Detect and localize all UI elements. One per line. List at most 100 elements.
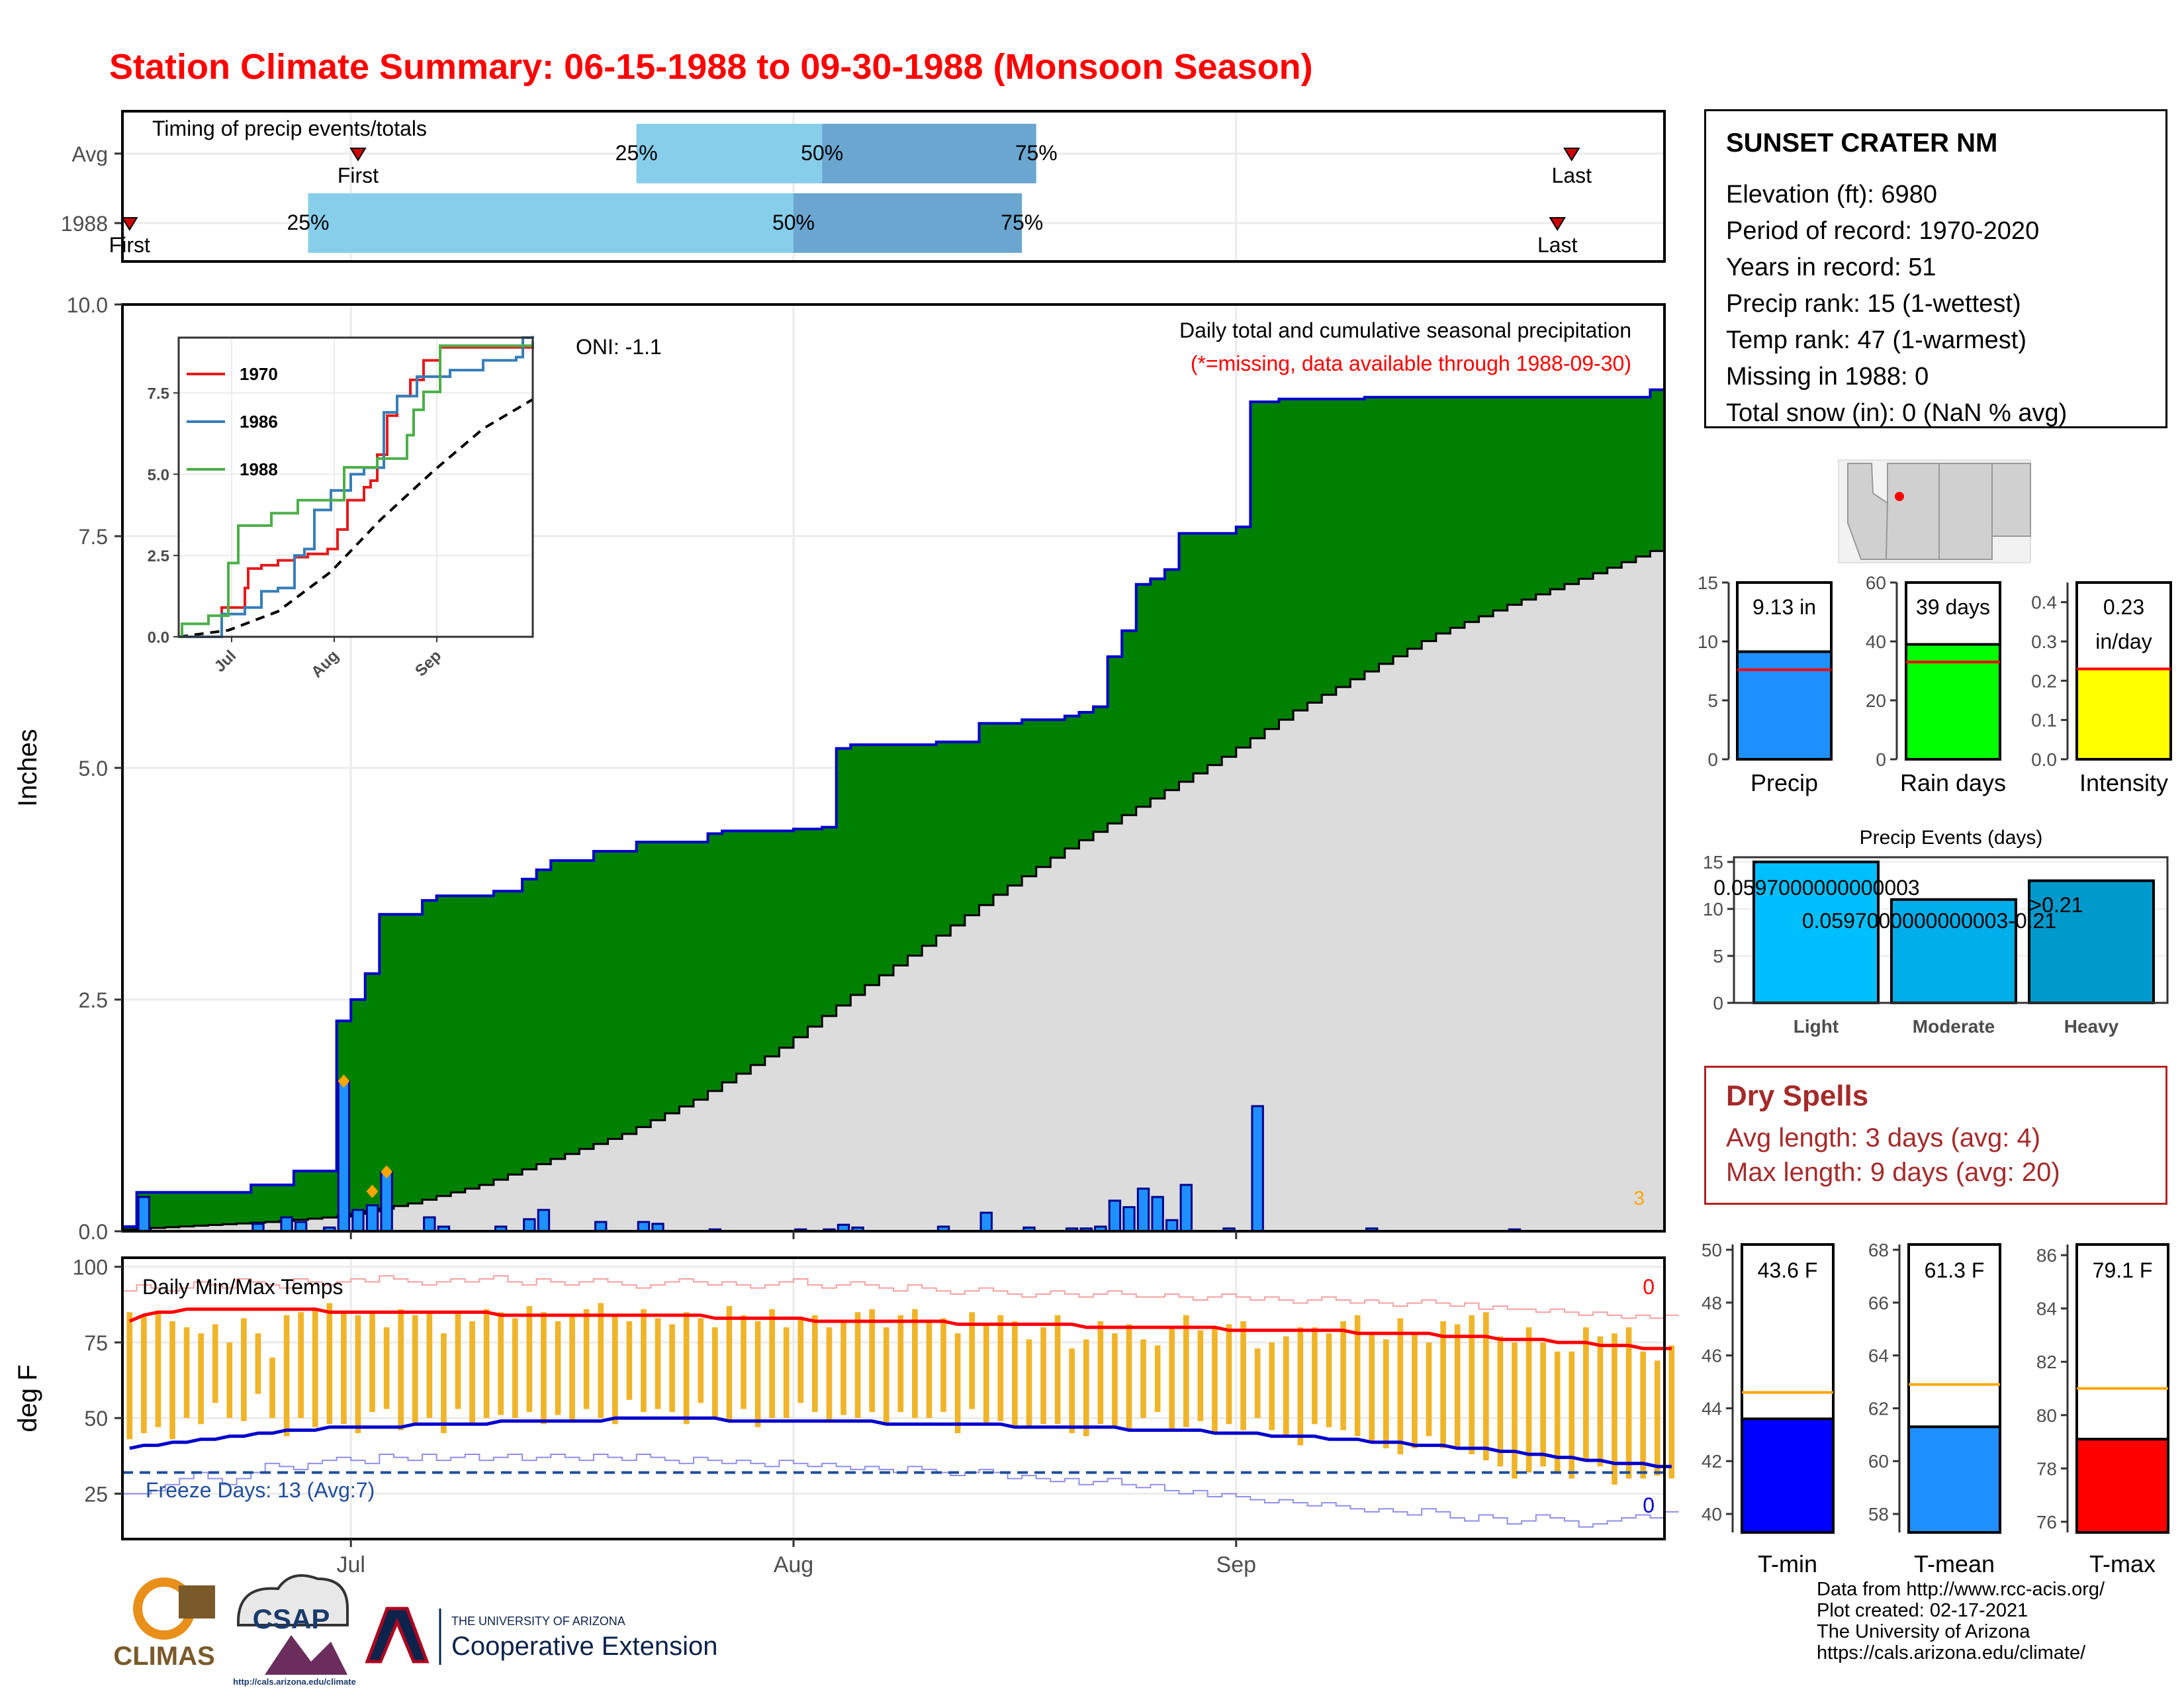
- temperature-panel: 25 50 75 100 Jul Aug Sep deg F Daily Min/Max Tem…: [13, 1256, 1679, 1577]
- climas-logo-block: [179, 1585, 215, 1618]
- temp-range-bar: [183, 1327, 190, 1419]
- temp-range-bar: [1426, 1342, 1432, 1436]
- temp-range-bar: [455, 1312, 461, 1409]
- temp-range-bar: [141, 1315, 147, 1434]
- temp-range-bar: [383, 1327, 390, 1409]
- y-tick-label: 0.0: [79, 1220, 108, 1244]
- temp-range-bar: [1512, 1342, 1518, 1479]
- summary-value-label: 61.3 F: [1925, 1258, 1985, 1282]
- temp-range-bar: [1083, 1339, 1089, 1436]
- station-elevation: Elevation (ft): 6980: [1726, 181, 1937, 209]
- summary-y-tick: 60: [1866, 573, 1886, 593]
- temp-range-bar: [1525, 1327, 1532, 1473]
- temp-range-bar: [769, 1309, 775, 1419]
- temp-range-bar: [826, 1327, 833, 1421]
- record-min-line: [122, 1454, 1679, 1528]
- temp-range-bar: [441, 1333, 447, 1434]
- summary-value-label: 9.13 in: [1752, 595, 1816, 619]
- quartile-label: 50%: [801, 141, 843, 165]
- temp-range-bar: [598, 1303, 604, 1419]
- summary-y-tick: 46: [1702, 1346, 1722, 1366]
- state-shape: [1885, 463, 1940, 560]
- x-tick-label: Aug: [774, 1552, 814, 1577]
- temp-range-bar: [1569, 1351, 1575, 1479]
- freeze-days-label: Freeze Days: 13 (Avg:7): [146, 1478, 375, 1502]
- chart-title: Daily total and cumulative seasonal prec…: [1179, 318, 1631, 342]
- temp-range-bar: [312, 1309, 318, 1427]
- temp-range-bar: [498, 1312, 504, 1415]
- inset-series-line: [179, 336, 534, 638]
- summary-panel-label: Precip: [1751, 769, 1818, 796]
- daily-precip-bar: [979, 1211, 993, 1233]
- temp-range-bar: [412, 1315, 418, 1425]
- events-frame: [1733, 856, 2169, 1004]
- events-annotation: 0.0597000000000003: [1713, 876, 1919, 900]
- daily-precip-bar: [1165, 1219, 1179, 1233]
- temp-range-bar: [1040, 1327, 1046, 1425]
- summary-value-label: in/day: [2095, 630, 2152, 653]
- summary-y-tick: 0.2: [2031, 671, 2057, 691]
- temp-range-bar: [341, 1312, 347, 1425]
- daily-precip-bar: [594, 1221, 608, 1233]
- temp-range-bar: [1640, 1351, 1646, 1479]
- inset-series-line: [179, 344, 534, 638]
- corner-label: 3: [1633, 1188, 1645, 1209]
- temp-range-bar: [555, 1321, 561, 1415]
- temp-range-bar: [1026, 1339, 1032, 1427]
- temp-range-bar: [569, 1315, 575, 1421]
- avg-max-line: [128, 1307, 1672, 1350]
- temp-range-bar: [283, 1315, 290, 1436]
- inset-series-line: [179, 341, 534, 638]
- events-annotation: >0.21: [2030, 893, 2083, 917]
- temp-range-bar: [1397, 1318, 1404, 1455]
- temp-range-bar: [754, 1321, 761, 1427]
- csap-cloud-icon: [237, 1574, 349, 1626]
- csap-url-text: http://cals.arizona.edu/climate: [233, 1677, 356, 1687]
- summary-y-tick: 66: [1868, 1293, 1889, 1313]
- station-precip-rank: Precip rank: 15 (1-wettest): [1726, 290, 2021, 318]
- summary-y-tick: 78: [2036, 1458, 2057, 1479]
- legend-label: 1988: [240, 459, 278, 479]
- daily-precip-bar: [637, 1221, 651, 1233]
- daily-precip-bar: [280, 1216, 293, 1233]
- temp-range-bar: [1169, 1327, 1175, 1430]
- temp-range-bar: [1269, 1342, 1275, 1430]
- timing-row-label: Avg: [71, 142, 108, 166]
- footer-line: The University of Arizona: [1817, 1621, 2030, 1642]
- quartile-label: 50%: [772, 211, 815, 234]
- temp-range-bar: [483, 1309, 490, 1419]
- events-bar: [1752, 861, 1880, 1005]
- daily-precip-bar: [1122, 1206, 1136, 1233]
- csap-logo-text: CSAP: [253, 1603, 330, 1634]
- dry-spells-max: Max length: 9 days (avg: 20): [1726, 1158, 2060, 1187]
- y-tick-label: 5.0: [79, 757, 108, 780]
- events-category-label: Moderate: [1913, 1016, 1995, 1037]
- temp-range-bar: [241, 1318, 247, 1421]
- daily-precip-bar: [523, 1218, 536, 1233]
- temp-range-bar: [583, 1309, 590, 1409]
- temp-range-bar: [983, 1324, 989, 1425]
- temp-range-bar: [1140, 1339, 1146, 1419]
- quartile-label: 25%: [615, 141, 658, 165]
- summary-y-tick: 42: [1702, 1451, 1722, 1472]
- dry-spells-avg: Avg length: 3 days (avg: 4): [1726, 1123, 2041, 1152]
- quartile-bar-upper: [793, 193, 1023, 253]
- station-years: Years in record: 51: [1726, 254, 1936, 281]
- temp-range-bar: [954, 1333, 961, 1434]
- summary-value-label: 43.6 F: [1758, 1258, 1818, 1282]
- last-marker: [1549, 217, 1566, 231]
- temp-range-bar: [812, 1315, 818, 1413]
- summary-bar: [1907, 1425, 2001, 1534]
- first-marker: [121, 217, 138, 231]
- events-title: Precip Events (days): [1860, 827, 2043, 849]
- temp-range-bar: [854, 1312, 861, 1419]
- temp-range-bar: [426, 1312, 433, 1419]
- record-min-count: 0: [1643, 1493, 1655, 1517]
- temp-range-bar: [398, 1309, 404, 1430]
- events-y-tick: 15: [1703, 852, 1723, 872]
- cumulative-precip-line: [122, 388, 1664, 1228]
- first-label: First: [338, 164, 379, 187]
- temp-range-bar: [1668, 1345, 1675, 1479]
- summary-y-tick: 60: [1868, 1451, 1889, 1472]
- temp-summary-panels: 40 42 44 46 48 50 43.6 F T-min 58 60 62 64 66 68 61.3 …: [1702, 1240, 2169, 1577]
